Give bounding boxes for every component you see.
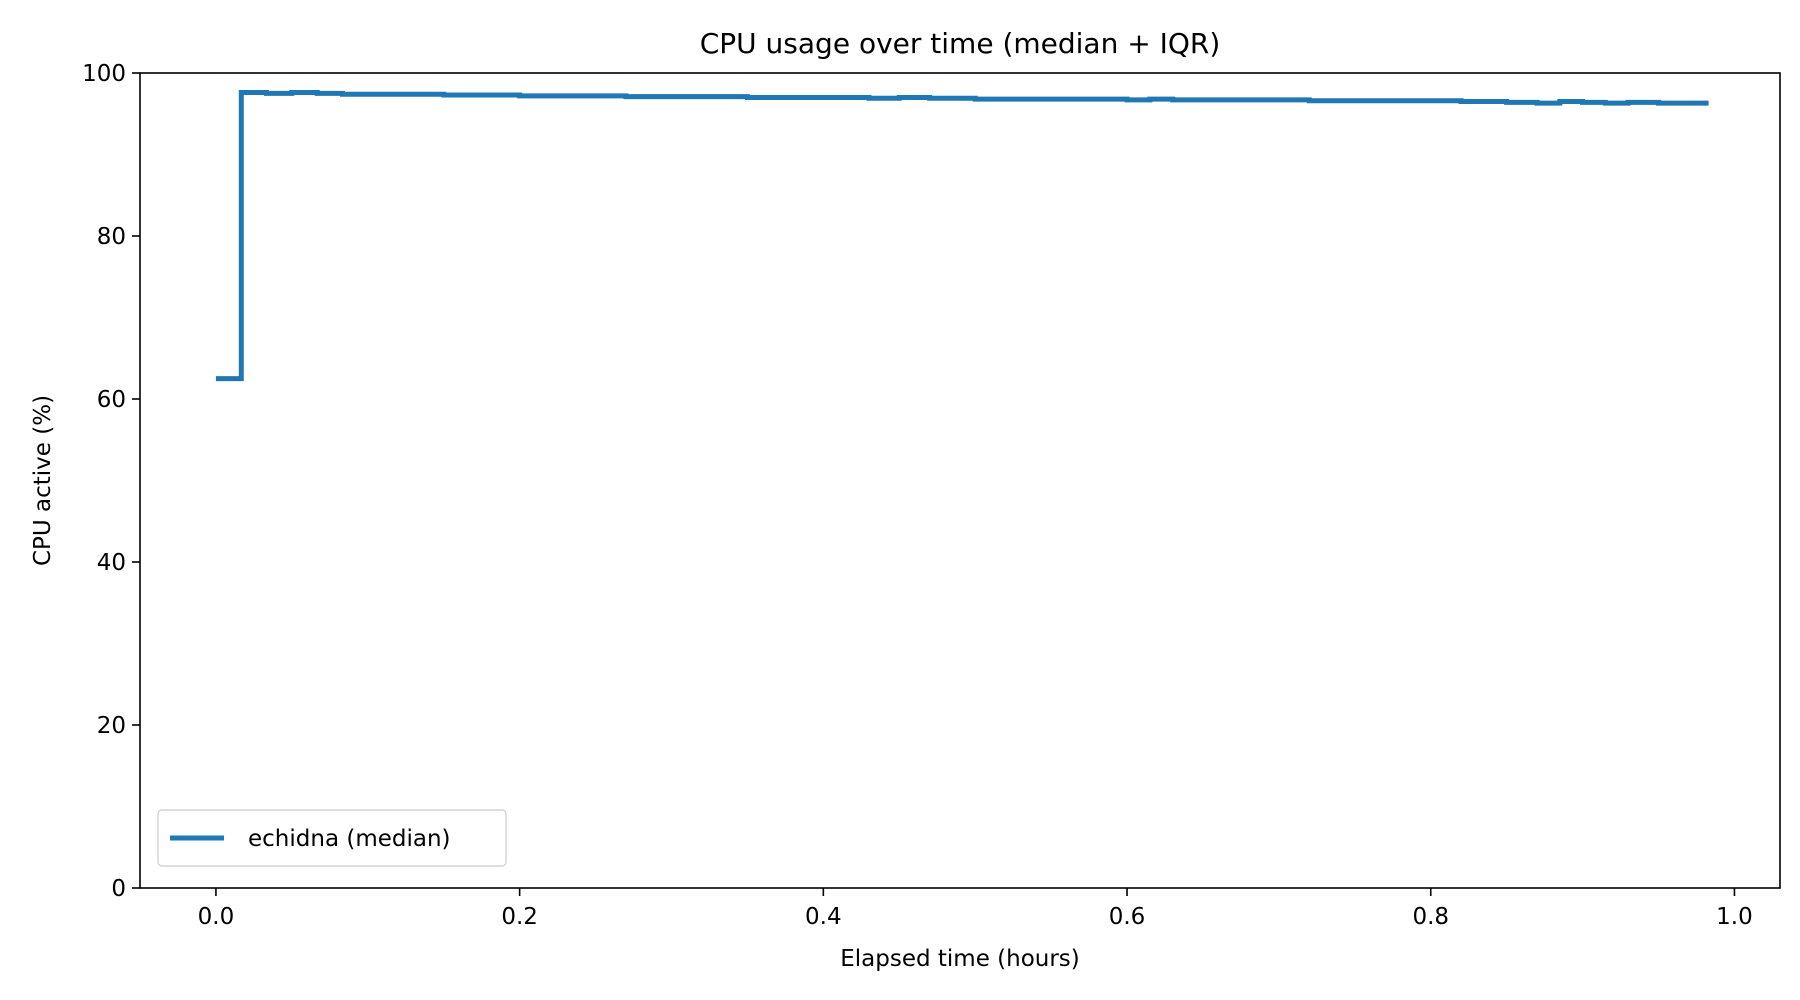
x-tick-label: 0.0 — [198, 904, 235, 930]
y-tick-label: 60 — [97, 387, 126, 413]
x-tick-label: 0.8 — [1412, 904, 1449, 930]
y-axis-ticks: 0 20 40 60 80 100 — [82, 61, 140, 902]
legend: echidna (median) — [157, 809, 507, 867]
x-tick-label: 0.2 — [501, 904, 538, 930]
y-tick-label: 40 — [97, 550, 126, 576]
x-tick-label: 1.0 — [1716, 904, 1753, 930]
x-tick-label: 0.6 — [1109, 904, 1146, 930]
x-tick-label: 0.4 — [805, 904, 842, 930]
series-line — [215, 90, 1709, 382]
series-lines — [215, 90, 1709, 382]
y-tick-label: 80 — [97, 224, 126, 250]
y-tick-label: 0 — [111, 876, 126, 902]
x-axis-title: Elapsed time (hours) — [840, 946, 1080, 972]
chart-title: CPU usage over time (median + IQR) — [700, 27, 1221, 60]
x-axis-ticks: 0.0 0.2 0.4 0.6 0.8 1.0 — [198, 888, 1753, 930]
y-axis-title: CPU active (%) — [30, 395, 56, 566]
plot-frame — [139, 72, 1781, 889]
y-tick-label: 100 — [82, 61, 126, 87]
y-tick-label: 20 — [97, 713, 126, 739]
legend-box — [157, 809, 507, 867]
legend-label: echidna (median) — [248, 826, 451, 852]
